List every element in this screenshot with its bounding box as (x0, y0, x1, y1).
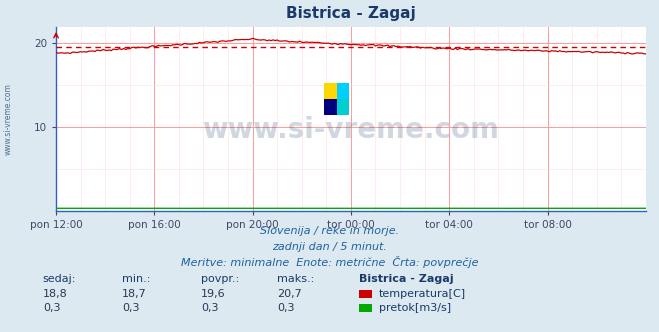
Title: Bistrica - Zagaj: Bistrica - Zagaj (286, 6, 416, 21)
Bar (337, 99, 349, 115)
Text: 0,3: 0,3 (201, 303, 219, 313)
Text: Bistrica - Zagaj: Bistrica - Zagaj (359, 274, 454, 284)
Bar (324, 99, 337, 115)
Text: Slovenija / reke in morje.: Slovenija / reke in morje. (260, 226, 399, 236)
Text: 0,3: 0,3 (277, 303, 295, 313)
Text: 0,3: 0,3 (122, 303, 140, 313)
Text: 19,6: 19,6 (201, 289, 225, 299)
Text: www.si-vreme.com: www.si-vreme.com (202, 116, 500, 144)
Bar (324, 83, 337, 99)
Text: www.si-vreme.com: www.si-vreme.com (4, 83, 13, 155)
Bar (337, 83, 349, 99)
Text: temperatura[C]: temperatura[C] (379, 289, 466, 299)
Text: min.:: min.: (122, 274, 150, 284)
Text: 18,7: 18,7 (122, 289, 147, 299)
Text: povpr.:: povpr.: (201, 274, 239, 284)
Text: maks.:: maks.: (277, 274, 314, 284)
Text: 20,7: 20,7 (277, 289, 302, 299)
Text: zadnji dan / 5 minut.: zadnji dan / 5 minut. (272, 242, 387, 252)
Text: pretok[m3/s]: pretok[m3/s] (379, 303, 451, 313)
Text: Meritve: minimalne  Enote: metrične  Črta: povprečje: Meritve: minimalne Enote: metrične Črta:… (181, 256, 478, 268)
Text: sedaj:: sedaj: (43, 274, 76, 284)
Text: 0,3: 0,3 (43, 303, 61, 313)
Text: 18,8: 18,8 (43, 289, 68, 299)
